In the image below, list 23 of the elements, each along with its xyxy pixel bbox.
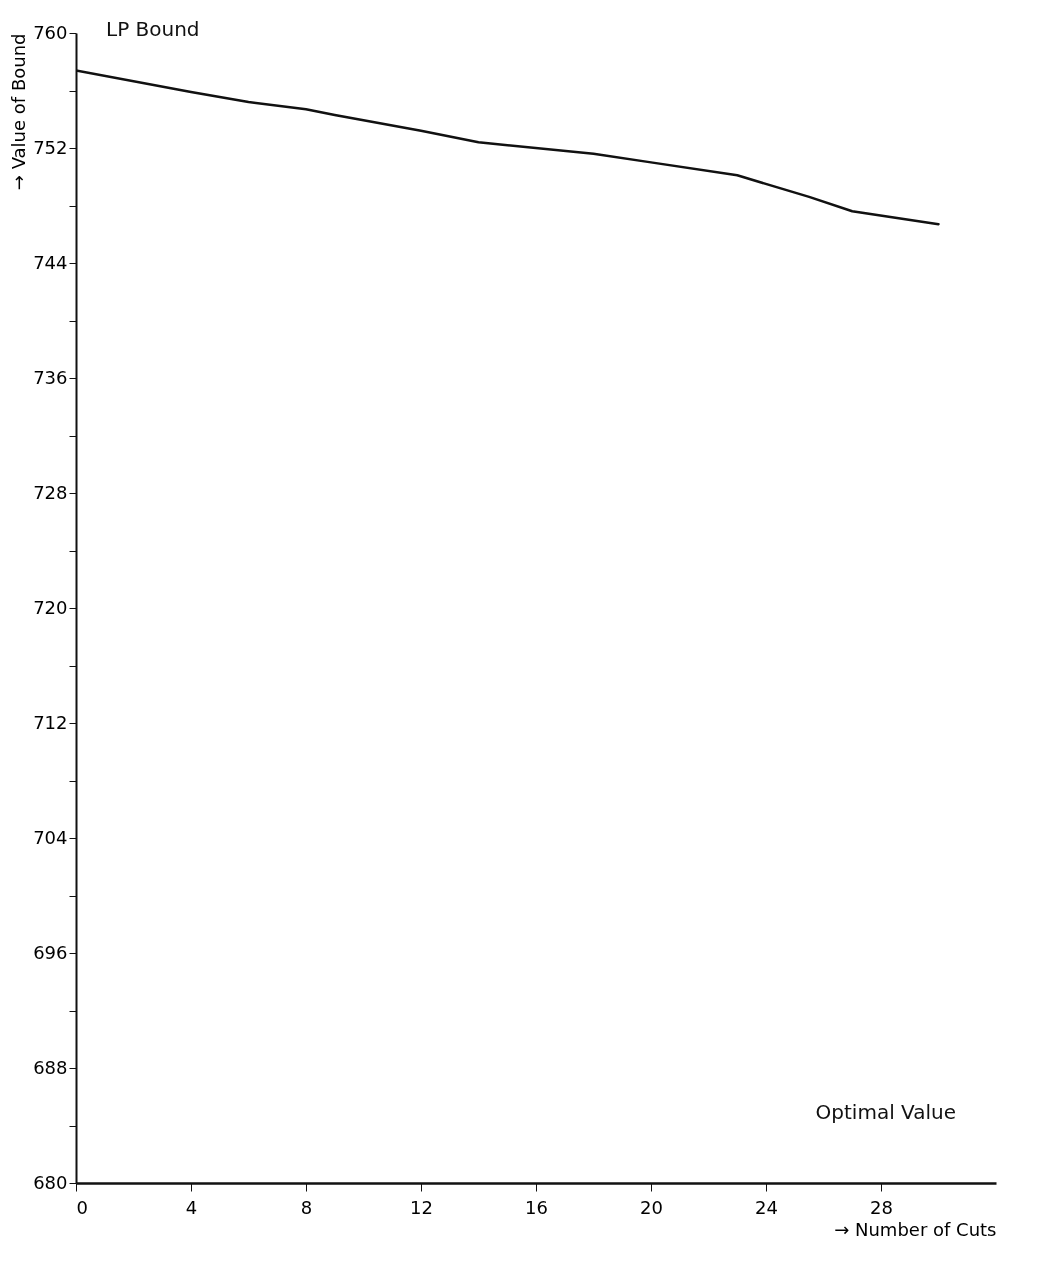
y-tick-label: 760 [33,21,68,43]
y-tick-label: 736 [33,366,68,388]
annotation: Optimal Value [815,1100,956,1124]
x-tick-label: 24 [755,1196,778,1218]
y-tick-label: 720 [33,596,68,618]
y-tick-label: 752 [33,136,68,158]
y-tick-label: 704 [33,826,68,848]
y-tick-label: 688 [33,1056,68,1078]
x-tick-label: 12 [410,1196,433,1218]
y-axis-title: → Value of Bound [8,33,30,191]
x-tick-label: 4 [185,1196,198,1218]
y-tick-label: 680 [33,1171,68,1193]
x-tick-label: 0 [76,1196,88,1218]
y-tick-label: 728 [33,481,68,503]
y-tick-label: 744 [33,251,68,273]
y-tick-label: 712 [33,711,68,733]
x-tick-label: 8 [300,1196,313,1218]
x-tick-label: 28 [870,1196,893,1218]
x-tick-label: 20 [640,1196,663,1218]
x-tick-label: 16 [525,1196,548,1218]
annotation: LP Bound [106,17,200,42]
x-axis-title: → Number of Cuts [834,1218,997,1240]
y-tick-label: 696 [33,941,68,963]
